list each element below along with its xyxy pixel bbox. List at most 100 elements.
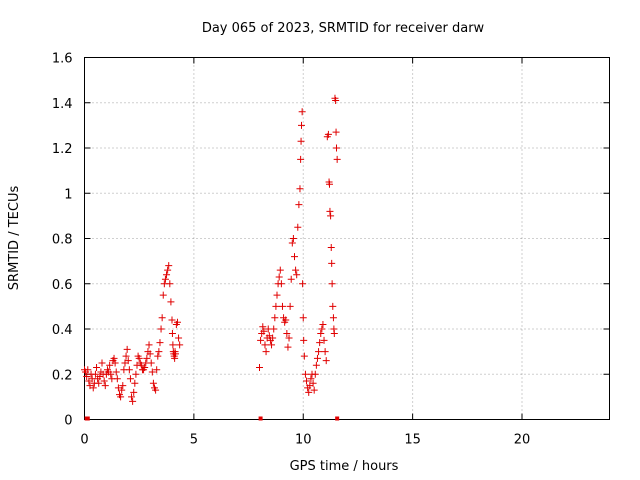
data-point — [320, 336, 328, 344]
data-point — [300, 336, 308, 344]
data-point — [113, 375, 121, 383]
data-point — [175, 334, 183, 342]
data-point — [299, 314, 307, 322]
x-tick-label: 15 — [404, 433, 421, 448]
data-point — [321, 348, 329, 356]
chart-title: Day 065 of 2023, SRMTID for receiver dar… — [202, 21, 485, 36]
data-point — [297, 137, 305, 145]
data-point — [275, 273, 283, 281]
data-point — [269, 334, 277, 342]
data-point — [326, 207, 334, 215]
data-point — [276, 266, 284, 274]
data-point — [291, 253, 298, 261]
data-point — [288, 239, 296, 247]
data-point — [163, 271, 171, 279]
data-point — [143, 354, 151, 362]
data-point — [257, 336, 265, 344]
data-point — [303, 377, 311, 385]
data-point — [93, 363, 101, 371]
data-point — [307, 375, 315, 383]
data-point — [117, 393, 125, 401]
data-point — [159, 291, 167, 299]
data-point — [289, 235, 297, 242]
data-point — [298, 121, 305, 129]
data-point — [172, 350, 179, 358]
data-point — [161, 275, 169, 283]
data-point — [317, 330, 325, 338]
data-point — [98, 359, 106, 367]
data-point — [298, 108, 306, 116]
y-tick-label: 1.2 — [52, 142, 73, 157]
data-point — [152, 386, 160, 394]
data-point — [168, 330, 176, 338]
y-tick-label: 1 — [64, 187, 72, 202]
data-point — [295, 201, 303, 209]
data-point — [296, 185, 304, 193]
data-point — [333, 144, 340, 152]
data-point — [176, 341, 184, 349]
data-point — [95, 379, 103, 387]
data-point — [126, 375, 134, 383]
axis-marker — [335, 416, 340, 421]
data-point — [287, 275, 295, 283]
axis-ticks: 0 0.2 0.4 0.6 0.8 1 1.2 1.4 1.6 0 5 10 15 20 — [52, 52, 610, 448]
data-point — [122, 352, 130, 360]
data-point — [157, 325, 165, 333]
data-point — [112, 368, 120, 376]
data-point — [262, 348, 270, 356]
data-point — [282, 316, 290, 324]
data-point — [131, 379, 139, 387]
data-point — [169, 341, 177, 349]
y-axis-label: SRMTID / TECUs — [7, 186, 22, 291]
data-point — [118, 386, 126, 394]
data-point — [145, 341, 153, 349]
data-point — [154, 352, 162, 360]
data-point — [327, 244, 335, 252]
data-point — [313, 354, 321, 362]
data-point — [148, 368, 156, 376]
data-point — [297, 155, 305, 163]
data-point — [273, 291, 281, 299]
data-point — [324, 130, 332, 138]
data-point — [123, 345, 131, 353]
x-tick-label: 0 — [80, 433, 88, 448]
data-point — [260, 327, 268, 335]
data-point — [326, 180, 333, 188]
x-tick-label: 10 — [295, 433, 312, 448]
data-point — [332, 128, 340, 136]
data-point — [135, 354, 143, 362]
axis-marker — [85, 416, 90, 421]
data-point — [91, 370, 99, 378]
x-axis-label: GPS time / hours — [290, 459, 399, 474]
data-point — [286, 302, 294, 310]
data-point — [319, 320, 327, 328]
bottom-markers — [84, 416, 340, 421]
x-tick-label: 5 — [190, 433, 198, 448]
data-point — [315, 348, 323, 356]
axis-marker — [258, 416, 263, 421]
data-point — [167, 298, 175, 306]
data-point — [259, 323, 267, 331]
data-point — [322, 357, 330, 365]
data-point — [132, 370, 140, 378]
data-point — [111, 359, 119, 367]
data-point — [173, 318, 181, 326]
data-point — [292, 266, 300, 274]
data-point — [271, 314, 279, 322]
y-tick-label: 0.6 — [52, 278, 73, 293]
data-point — [147, 359, 155, 367]
y-tick-label: 0.8 — [52, 233, 73, 248]
data-point — [329, 302, 337, 310]
data-point — [309, 379, 317, 387]
data-point — [293, 271, 301, 279]
grid-lines — [84, 57, 610, 420]
data-point — [101, 382, 109, 390]
data-point — [278, 302, 286, 310]
data-point — [124, 357, 132, 365]
data-point — [283, 330, 291, 338]
data-point — [327, 212, 335, 220]
data-point — [294, 223, 302, 231]
data-point — [164, 266, 172, 274]
y-tick-label: 0.4 — [52, 323, 73, 338]
data-point — [328, 280, 336, 288]
